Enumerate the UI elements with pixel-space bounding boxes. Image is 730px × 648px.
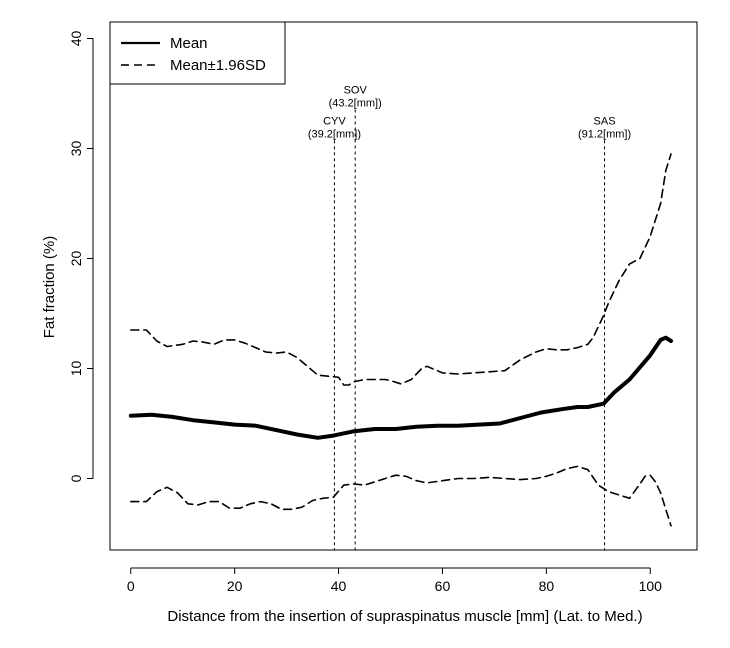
x-tick-label: 0 (127, 578, 135, 594)
y-tick-label: 20 (68, 251, 84, 267)
series-line-mean (128, 335, 673, 440)
x-axis-title: Distance from the insertion of supraspin… (167, 608, 642, 625)
vline-label-name: SOV (344, 85, 368, 97)
vline-label-value: (91.2[mm]) (578, 128, 631, 140)
y-tick-label: 0 (68, 474, 84, 482)
x-tick-label: 100 (639, 578, 663, 594)
y-tick-label: 30 (68, 141, 84, 157)
series-group (128, 153, 673, 527)
legend-box (109, 21, 286, 85)
series-line-mean-1-96sd (130, 465, 672, 527)
reference-lines: CYV(39.2[mm]) SOV(43.2[mm]) SAS(91.2[mm]) (308, 85, 631, 550)
vline-label-value: (39.2[mm]) (308, 128, 361, 140)
series-line-mean-1-96sd (130, 153, 672, 386)
vline-label-name: SAS (594, 115, 616, 127)
x-tick-label: 60 (435, 578, 451, 594)
legend-label: Mean (170, 35, 208, 52)
x-tick-label: 20 (227, 578, 243, 594)
x-tick-label: 40 (331, 578, 347, 594)
x-tick-label: 80 (539, 578, 555, 594)
axes: 0 20 40 60 80 100 0 10 20 30 40 (68, 31, 662, 594)
vline-label-value: (43.2[mm]) (329, 98, 382, 110)
legend: Mean Mean±1.96SD (109, 21, 286, 85)
legend-label: Mean±1.96SD (170, 57, 266, 74)
y-tick-label: 40 (68, 31, 84, 47)
plot-frame (109, 21, 698, 551)
y-tick-label: 10 (68, 361, 84, 377)
vline-label-name: CYV (323, 115, 346, 127)
y-axis-title: Fat fraction (%) (41, 236, 58, 339)
